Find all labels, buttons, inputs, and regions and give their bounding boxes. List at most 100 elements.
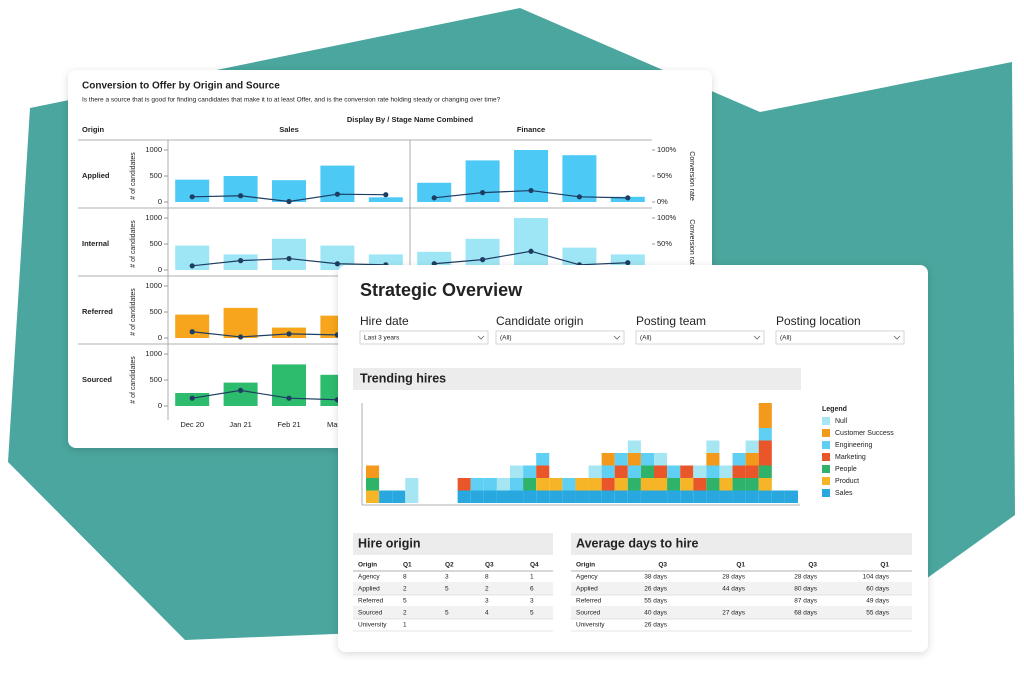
bar [562,155,597,202]
filter-dropdown[interactable] [635,330,765,345]
section-header [353,368,801,390]
rate-dot [238,258,244,264]
rate-dot [286,255,292,262]
section-title: Average days to hire [576,536,699,550]
stack-segment [627,440,641,453]
y-tick-label: 500 [149,307,162,316]
section-header [353,533,553,555]
stack-segment [523,490,537,503]
table-cell: Applied [358,586,380,593]
stack-segment [667,478,681,491]
table-cell: 2 [403,610,407,617]
filter-value: (All) [640,335,652,342]
stack-segment [366,465,380,478]
filter-value: Last 3 years [364,335,400,342]
legend-swatch [822,453,830,461]
table-cell: 28 days [794,574,818,581]
stack-segment [588,478,602,491]
dropdown-caret [613,335,621,340]
table-cell: 3 [530,598,534,605]
y-tick-label: 0 [158,401,162,410]
stack-segment [614,478,628,491]
stack-segment [562,490,576,503]
stack-segment [523,465,537,478]
table-cell: 4 [485,610,489,617]
y-tick-label: 1000 [145,349,162,358]
stack-segment [627,453,641,466]
table-cell: Applied [576,586,598,593]
stack-segment [732,465,746,478]
legend-swatch [822,429,830,437]
stack-segment [496,490,510,503]
table-cell: 8 [485,574,489,581]
stack-segment [693,490,707,503]
stack-segment [536,490,550,503]
origin-header: Origin [82,125,105,134]
y2-axis-label: Conversion rate [688,219,695,269]
filter-dropdown[interactable] [495,330,625,345]
stack-segment [575,490,589,503]
bar [272,180,306,202]
column-header: Origin [358,562,377,569]
legend-swatch [822,465,830,473]
stack-segment [457,478,471,491]
filter-dropdown[interactable] [775,330,905,345]
table-cell: 49 days [866,598,890,605]
table-cell: 28 days [722,574,746,581]
table-cell: 26 days [644,622,668,629]
column-header: Origin [576,562,595,569]
stack-segment [601,465,615,478]
dropdown-caret [893,335,901,340]
bar [368,197,403,202]
legend-label: Product [835,478,859,485]
filter-label: Posting location [776,314,861,328]
section-header [571,533,912,555]
table-cell: 40 days [644,610,668,617]
stack-segment [745,490,759,503]
stack-segment [771,490,785,503]
stack-segment [510,465,524,478]
overview-title: Strategic Overview [360,280,523,300]
stack-segment [405,478,419,503]
table-cell: 87 days [794,598,818,605]
stack-segment [758,403,772,428]
y-axis-label: # of candidates [130,288,137,336]
legend-label: Null [835,418,848,425]
rate-dot [576,194,583,200]
table-cell: 26 days [644,586,668,593]
legend-title: Legend [822,406,847,413]
rate-dot [480,190,486,196]
stack-segment [758,490,772,503]
filter-value: (All) [780,335,792,342]
stack-segment [470,478,484,491]
column-header: Sales [279,125,299,134]
rate-dot [189,395,195,401]
table-cell: 27 days [722,610,746,617]
table-cell: Referred [576,598,602,605]
stack-segment [719,465,733,478]
filter-dropdown[interactable] [359,330,489,345]
stack-segment [667,490,681,503]
stack-segment [614,453,628,466]
stack-segment [601,478,615,491]
y-tick-label: 0 [158,197,162,206]
overview-content: Strategic Overview Hire date Last 3 years C… [353,280,912,632]
stack-segment [510,490,524,503]
legend-swatch [822,441,830,449]
table-cell: Sourced [358,610,383,617]
legend-label: Customer Success [835,430,894,437]
stack-segment [745,440,759,453]
stack-segment [549,490,563,503]
x-tick-label: Jan 21 [229,420,252,429]
table-cell: 5 [445,586,449,593]
rate-dot [286,198,292,205]
stack-segment [640,478,654,491]
column-header: Q1 [403,562,412,569]
x-tick-label: March [327,420,348,429]
stack-segment [706,478,720,491]
rate-dot [189,329,195,335]
y-tick-label: 500 [149,375,162,384]
row-band [353,583,553,595]
stack-segment [640,490,654,503]
stack-segment [536,453,550,466]
